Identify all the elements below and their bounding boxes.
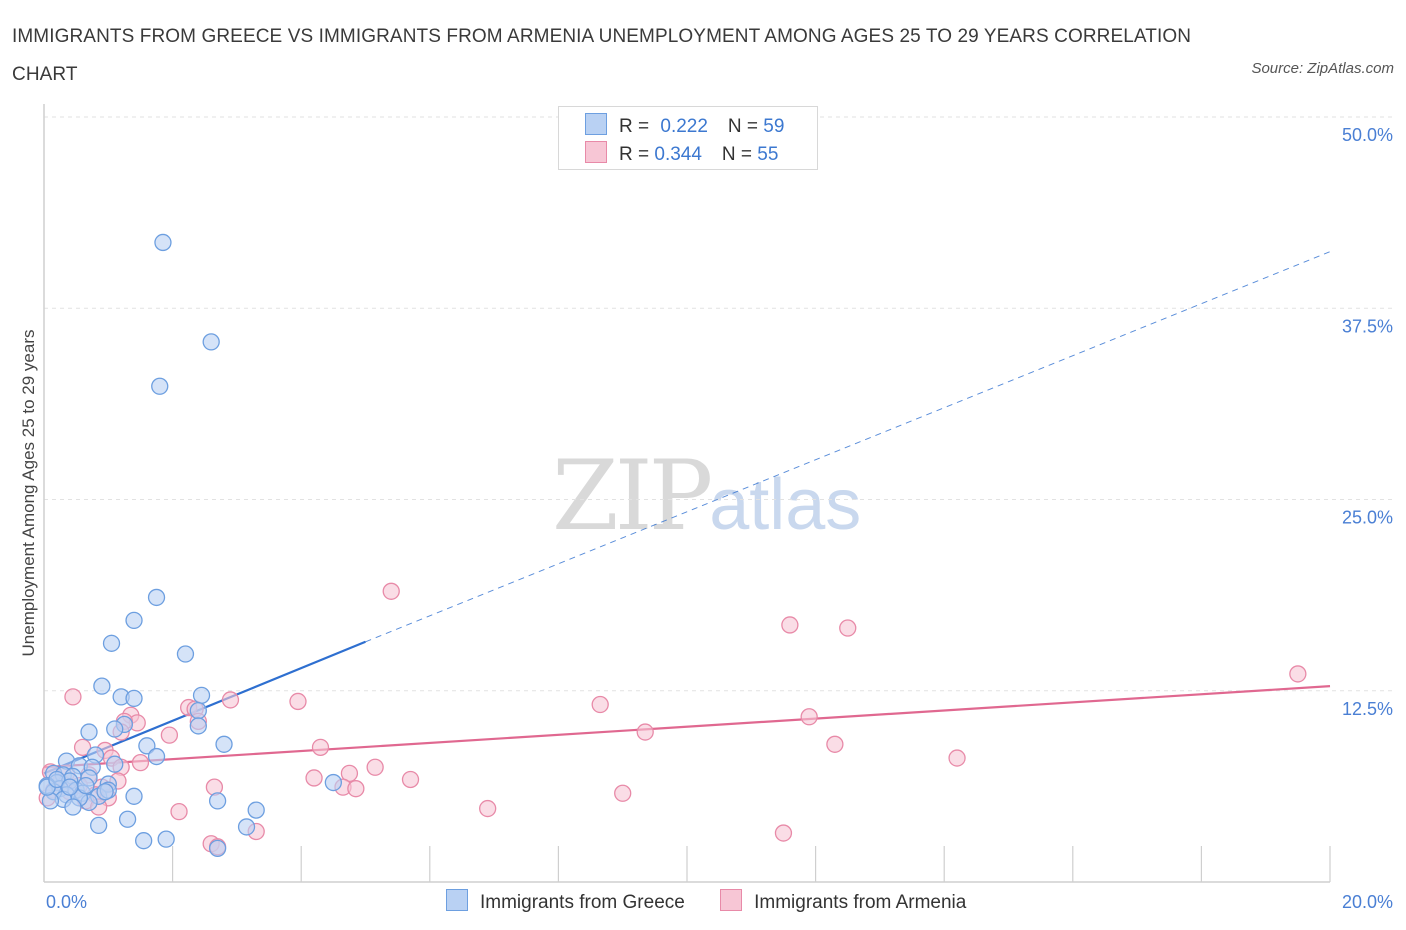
y-tick-label: 50.0% [1342, 125, 1393, 145]
y-tick-labels: 12.5% 25.0% 37.5% 50.0% [1342, 125, 1393, 719]
armenia-point [781, 616, 799, 634]
legend-item-armenia[interactable]: Immigrants from Armenia [720, 889, 966, 914]
armenia-r-value: 0.344 [654, 144, 702, 165]
armenia-point [948, 749, 966, 767]
greece-point [77, 776, 95, 795]
greece-point [93, 677, 111, 695]
greece-point [192, 686, 211, 704]
greece-point [189, 701, 207, 720]
zipatlas-watermark: ZIPatlas [552, 440, 861, 552]
greece-n-value: 59 [763, 116, 785, 137]
greece-legend-swatch [446, 889, 468, 911]
armenia-point [160, 726, 179, 744]
greece-point [215, 735, 233, 753]
greece-point [237, 818, 256, 836]
source-label: Source: ZipAtlas.com [1251, 60, 1394, 77]
greece-point [106, 720, 124, 738]
armenia-n-label: N = [721, 144, 758, 165]
armenia-point [221, 691, 240, 709]
greece-point [189, 717, 207, 735]
y-tick-label: 25.0% [1342, 508, 1393, 528]
armenia-swatch [585, 141, 607, 163]
greece-point [176, 645, 195, 663]
greece-point [80, 723, 98, 741]
armenia-point [614, 784, 632, 802]
greece-point [157, 830, 175, 848]
x-axis-ticks [172, 846, 1331, 882]
greece-point [138, 737, 156, 755]
greece-point [151, 377, 169, 395]
greece-point [135, 832, 153, 850]
greece-swatch [585, 113, 607, 135]
armenia-point [289, 692, 307, 711]
greece-point [61, 778, 79, 796]
armenia-point [366, 758, 384, 776]
armenia-point [591, 695, 609, 714]
y-tick-label: 37.5% [1342, 316, 1393, 336]
greece-point [125, 611, 143, 630]
legend-row-greece: R = 0.222 N = 59 [585, 113, 784, 137]
watermark-atlas: atlas [709, 465, 862, 545]
y-axis-label: Unemployment Among Ages 25 to 29 years [19, 330, 38, 657]
armenia-point [636, 723, 654, 741]
legend-item-greece[interactable]: Immigrants from Greece [446, 889, 685, 914]
armenia-point [311, 738, 330, 757]
greece-r-value: 0.222 [660, 116, 708, 137]
y-tick-label: 12.5% [1342, 699, 1393, 719]
greece-point [208, 792, 227, 810]
armenia-legend-swatch [720, 889, 743, 911]
legend-row-armenia: R = 0.344 N = 55 [585, 141, 778, 165]
armenia-point [1289, 665, 1307, 683]
x-tick-label-max: 20.0% [1342, 892, 1393, 912]
data-points [38, 233, 1307, 857]
series-legend: Immigrants from Greece Immigrants from A… [446, 889, 996, 914]
armenia-point [826, 735, 844, 753]
greece-point [202, 333, 220, 351]
correlation-legend: R = 0.222 N = 59 R = 0.344 N = 55 [558, 106, 818, 170]
greece-point [118, 810, 137, 828]
grid-lines [44, 116, 1392, 692]
armenia-point [479, 799, 497, 818]
armenia-point [305, 769, 323, 787]
greece-point [102, 634, 121, 652]
armenia-point [839, 619, 857, 637]
greece-point [96, 783, 114, 801]
greece-point [247, 801, 265, 819]
greece-point [125, 787, 143, 805]
armenia-point [774, 824, 793, 842]
greece-point [147, 747, 166, 766]
greece-point [125, 689, 143, 708]
greece-point [147, 588, 166, 607]
armenia-r-label: R = [619, 144, 655, 165]
greece-point [48, 770, 66, 789]
armenia-point [64, 688, 82, 706]
x-tick-label-min: 0.0% [46, 892, 87, 912]
armenia-trend-line [43, 685, 1331, 769]
armenia-n-value: 55 [757, 144, 779, 165]
greece-n-label: N = [727, 116, 764, 137]
greece-point [208, 839, 227, 857]
greece-trend-extension [365, 251, 1331, 643]
greece-point [106, 755, 124, 773]
armenia-point [131, 754, 150, 772]
greece-r-label: R = [619, 116, 655, 137]
armenia-point [170, 802, 188, 821]
armenia-point [73, 738, 92, 757]
greece-point [154, 233, 172, 252]
greece-legend-label: Immigrants from Greece [480, 892, 685, 913]
greece-point [64, 798, 82, 816]
armenia-point [800, 708, 818, 726]
armenia-point [401, 770, 420, 789]
armenia-point [382, 582, 400, 600]
armenia-legend-label: Immigrants from Armenia [754, 892, 967, 913]
armenia-point [347, 780, 365, 798]
greece-point [90, 816, 108, 835]
chart-title: IMMIGRANTS FROM GREECE VS IMMIGRANTS FRO… [12, 26, 1192, 85]
greece-point [324, 773, 343, 792]
